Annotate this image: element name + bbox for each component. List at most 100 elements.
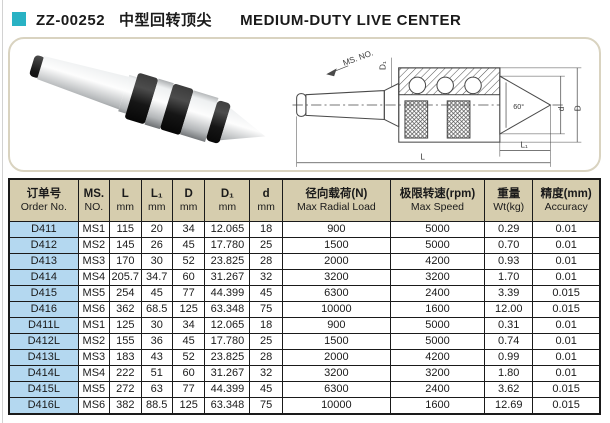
spec-cell: 4200: [389, 349, 486, 366]
spec-cell: 45: [171, 333, 206, 350]
spec-cell: 900: [281, 317, 391, 334]
spec-cell: 0.015: [532, 301, 601, 318]
col-header-l1: L₁ mm: [140, 178, 173, 222]
spec-cell: 205.7: [109, 269, 142, 286]
spec-cell: 0.01: [532, 269, 601, 286]
spec-cell: 0.015: [532, 397, 601, 415]
technical-drawing: MS. NO. D₁ 60° d D L₁ L: [281, 39, 599, 170]
spec-cell: 17.780: [204, 333, 251, 350]
spec-cell: MS3: [77, 253, 111, 270]
col-header-weight: 重量 Wt(kg): [484, 178, 534, 222]
spec-cell: 382: [109, 397, 142, 415]
spec-table-body: D411 MS1 115 20 34 12.065 18 900 5000 0.29 0.01 D41…: [8, 221, 601, 415]
spec-cell: 0.74: [484, 333, 534, 350]
spec-cell: 77: [171, 285, 206, 302]
spec-cell: 2400: [389, 381, 486, 398]
spec-cell: 31.267: [204, 269, 251, 286]
spec-cell: 272: [109, 381, 142, 398]
page-title: ZZ-00252 中型回转顶尖 MEDIUM-DUTY LIVE CENTER: [36, 9, 475, 30]
spec-cell: 68.5: [140, 301, 173, 318]
spec-cell: 3200: [389, 365, 486, 382]
spec-cell: 52: [171, 253, 206, 270]
spec-cell: 0.01: [532, 349, 601, 366]
table-row: D411L MS1 125 30 34 12.065 18 900 5000 0.31 0.01: [8, 317, 601, 334]
spec-cell: 28: [249, 253, 283, 270]
spec-cell: MS5: [77, 381, 111, 398]
spec-cell: 26: [140, 237, 173, 254]
order-no-cell: D415: [8, 285, 79, 302]
spec-cell: 45: [171, 237, 206, 254]
label-d-big: D: [573, 105, 582, 111]
spec-cell: 25: [249, 333, 283, 350]
label-d1: D₁: [378, 61, 387, 70]
spec-cell: 0.31: [484, 317, 534, 334]
col-header-d-small: d mm: [249, 178, 283, 222]
spec-cell: MS1: [77, 317, 111, 334]
model-number: ZZ-00252: [36, 11, 106, 29]
spec-cell: 32: [249, 365, 283, 382]
spec-cell: 44.399: [204, 381, 251, 398]
spec-cell: 12.69: [484, 397, 534, 415]
spec-cell: 115: [109, 221, 142, 238]
spec-cell: 0.99: [484, 349, 534, 366]
order-no-cell: D416: [8, 301, 79, 318]
spec-cell: 362: [109, 301, 142, 318]
spec-cell: 17.780: [204, 237, 251, 254]
order-no-cell: D414L: [8, 365, 79, 382]
spec-cell: 3200: [281, 269, 391, 286]
table-row: D413L MS3 183 43 52 23.825 28 2000 4200 0.99 0.01: [8, 349, 601, 366]
spec-cell: 75: [249, 397, 283, 415]
spec-cell: MS6: [77, 397, 111, 415]
spec-cell: 0.70: [484, 237, 534, 254]
product-photo: [10, 39, 281, 170]
label-angle: 60°: [513, 102, 524, 111]
spec-cell: 145: [109, 237, 142, 254]
spec-cell: 10000: [281, 301, 391, 318]
figure-panel: MS. NO. D₁ 60° d D L₁ L: [8, 37, 601, 172]
spec-cell: 20: [140, 221, 173, 238]
spec-cell: 51: [140, 365, 173, 382]
table-row: D415L MS5 272 63 77 44.399 45 6300 2400 3.62 0.015: [8, 381, 601, 398]
spec-cell: 12.00: [484, 301, 534, 318]
label-l1: L₁: [520, 140, 528, 149]
spec-cell: 0.01: [532, 333, 601, 350]
spec-cell: 10000: [281, 397, 391, 415]
spec-cell: MS5: [77, 285, 111, 302]
spec-cell: 52: [171, 349, 206, 366]
col-header-order-no: 订单号 Order No.: [8, 178, 79, 222]
spec-cell: 23.825: [204, 253, 251, 270]
spec-cell: MS3: [77, 349, 111, 366]
spec-cell: 6300: [281, 285, 391, 302]
order-no-cell: D413L: [8, 349, 79, 366]
table-row: D415 MS5 254 45 77 44.399 45 6300 2400 3.39 0.015: [8, 285, 601, 302]
spec-cell: 28: [249, 349, 283, 366]
spec-cell: 36: [140, 333, 173, 350]
spec-cell: 32: [249, 269, 283, 286]
product-photo-svg: [29, 55, 266, 144]
technical-drawing-svg: MS. NO. D₁ 60° d D L₁ L: [292, 48, 582, 167]
spec-cell: 77: [171, 381, 206, 398]
spec-cell: 45: [249, 285, 283, 302]
spec-cell: 0.01: [532, 317, 601, 334]
table-row: D413 MS3 170 30 52 23.825 28 2000 4200 0.93 0.01: [8, 253, 601, 270]
spec-cell: 0.015: [532, 381, 601, 398]
spec-cell: 0.01: [532, 253, 601, 270]
order-no-cell: D412: [8, 237, 79, 254]
spec-cell: 88.5: [140, 397, 173, 415]
spec-cell: 44.399: [204, 285, 251, 302]
order-no-cell: D412L: [8, 333, 79, 350]
order-no-cell: D413: [8, 253, 79, 270]
spec-cell: 0.29: [484, 221, 534, 238]
spec-cell: 34: [171, 317, 206, 334]
col-header-radial-load: 径向载荷(N) Max Radial Load: [281, 178, 391, 222]
spec-cell: 45: [249, 381, 283, 398]
table-row: D414 MS4 205.7 34.7 60 31.267 32 3200 3200 1.70 0.…: [8, 269, 601, 286]
table-row: D412 MS2 145 26 45 17.780 25 1500 5000 0.70 0.01: [8, 237, 601, 254]
spec-cell: 3.62: [484, 381, 534, 398]
spec-cell: 25: [249, 237, 283, 254]
spec-cell: MS4: [77, 269, 111, 286]
col-header-accuracy: 精度(mm) Accuracy: [532, 178, 601, 222]
